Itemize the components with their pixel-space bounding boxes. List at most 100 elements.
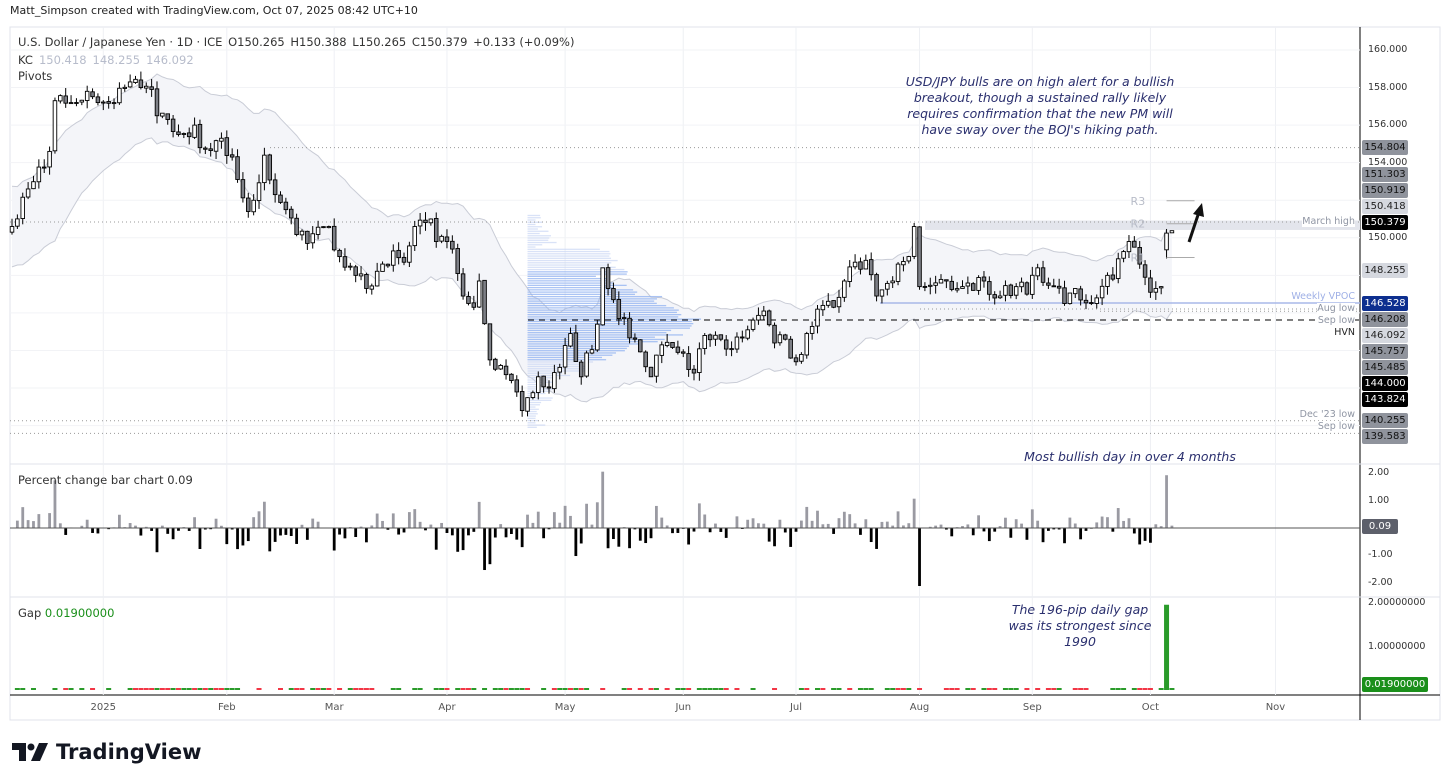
volume-profile-row — [527, 354, 613, 356]
pct-change-bar — [799, 520, 803, 528]
candle-body — [251, 199, 256, 213]
pct-legend[interactable]: Percent change bar chart 0.09 — [18, 473, 193, 487]
gap-bar — [417, 688, 423, 690]
pct-change-bar — [381, 520, 384, 528]
candle-body — [503, 365, 509, 376]
pct-change-bar — [1149, 528, 1152, 543]
candle-body — [944, 279, 949, 282]
pct-change-bar — [590, 524, 594, 528]
gap-bar — [396, 688, 402, 690]
candle-body — [611, 288, 616, 301]
candle-body — [412, 226, 418, 247]
price-tag: 144.000 — [1362, 375, 1408, 391]
candle-body — [455, 248, 460, 274]
gap-bar — [772, 688, 778, 690]
candle-body — [471, 302, 477, 308]
volume-profile-row — [527, 277, 608, 280]
pct-change-bar — [912, 498, 916, 528]
gap-bar — [159, 688, 165, 690]
candle-body — [31, 181, 36, 190]
tradingview-logo[interactable]: TradingView — [12, 740, 201, 764]
kc-legend[interactable]: KC 150.418 148.255 146.092 — [18, 53, 194, 67]
pct-change-bar — [708, 528, 712, 533]
volume-profile-row — [527, 259, 618, 262]
gap-bar — [712, 688, 718, 690]
gap-bar — [1072, 688, 1078, 690]
pct-change-bar — [445, 528, 449, 533]
gap-bar — [798, 688, 804, 690]
candle-body — [874, 274, 879, 297]
candle-body — [933, 282, 938, 286]
volume-profile-row — [527, 392, 546, 395]
time-axis-label: Jun — [675, 702, 692, 713]
price-axis-tick: 154.000 — [1368, 156, 1408, 168]
candle-body — [1121, 251, 1126, 259]
gap-bar — [1051, 688, 1057, 690]
candle-body — [917, 226, 922, 288]
pct-change-bar — [971, 528, 975, 536]
pct-change-bar — [499, 524, 503, 528]
candle-body — [745, 329, 750, 339]
candle-body — [847, 266, 852, 282]
gap-bar — [514, 688, 520, 690]
candle-body — [509, 373, 514, 381]
pct-change-bar — [1014, 519, 1018, 528]
gap-bar — [390, 688, 396, 690]
volume-profile-row — [527, 386, 543, 388]
candle-body — [208, 148, 213, 151]
pct-change-bar — [649, 528, 653, 539]
time-axis-label: Aug — [909, 702, 930, 713]
gap-bar — [868, 688, 874, 690]
gap-bar — [326, 688, 332, 690]
candle-body — [809, 325, 815, 334]
volume-profile-row — [527, 298, 657, 300]
gap-bar — [299, 688, 305, 690]
candle-body — [681, 351, 686, 354]
volume-profile-row — [527, 304, 667, 307]
gap-bar — [455, 688, 461, 690]
pct-change-bar — [365, 528, 368, 543]
gap-bar — [30, 688, 36, 690]
gap-bar — [439, 688, 445, 690]
pct-change-bar — [837, 518, 841, 528]
candle-body — [101, 101, 106, 104]
pct-change-bar — [1025, 528, 1029, 540]
ohlc-change: +0.133 (+0.09%) — [473, 35, 575, 49]
candle-body — [299, 230, 305, 236]
volume-profile-row — [527, 410, 537, 413]
gap-legend[interactable]: Gap 0.01900000 — [18, 606, 114, 620]
gap-bar — [992, 688, 998, 690]
pct-change-bar — [665, 525, 669, 528]
pct-change-bar — [53, 480, 57, 528]
gap-bar — [353, 688, 359, 690]
candle-body — [761, 310, 767, 317]
gap-bar — [1147, 688, 1153, 690]
candle-body — [552, 372, 557, 390]
chart-frame — [9, 26, 1441, 721]
candle-body — [138, 79, 144, 89]
candle-body — [143, 85, 149, 89]
pct-change-bar — [612, 528, 615, 540]
candle-body — [938, 278, 944, 284]
volume-profile-row — [527, 325, 692, 327]
gap-bar — [229, 688, 235, 690]
gap-bar — [600, 688, 606, 690]
candle-body — [772, 324, 777, 344]
pivots-legend[interactable]: Pivots — [18, 69, 53, 83]
gap-axis-tick: 1.00000000 — [1368, 640, 1426, 652]
candle-body — [106, 101, 111, 104]
gap-bar — [1169, 688, 1175, 690]
candle-body — [407, 245, 412, 263]
candle-body — [1019, 281, 1024, 288]
candle-body — [621, 317, 627, 320]
pct-change-bar — [488, 528, 492, 565]
pct-change-bar — [155, 528, 159, 553]
pct-change-bar — [552, 512, 556, 528]
candle-body — [632, 337, 638, 340]
candle-body — [707, 334, 713, 341]
volume-profile-row — [527, 214, 541, 217]
pct-change-bar — [504, 528, 508, 538]
gap-bar — [1002, 688, 1008, 690]
pct-change-bar — [1020, 523, 1023, 528]
